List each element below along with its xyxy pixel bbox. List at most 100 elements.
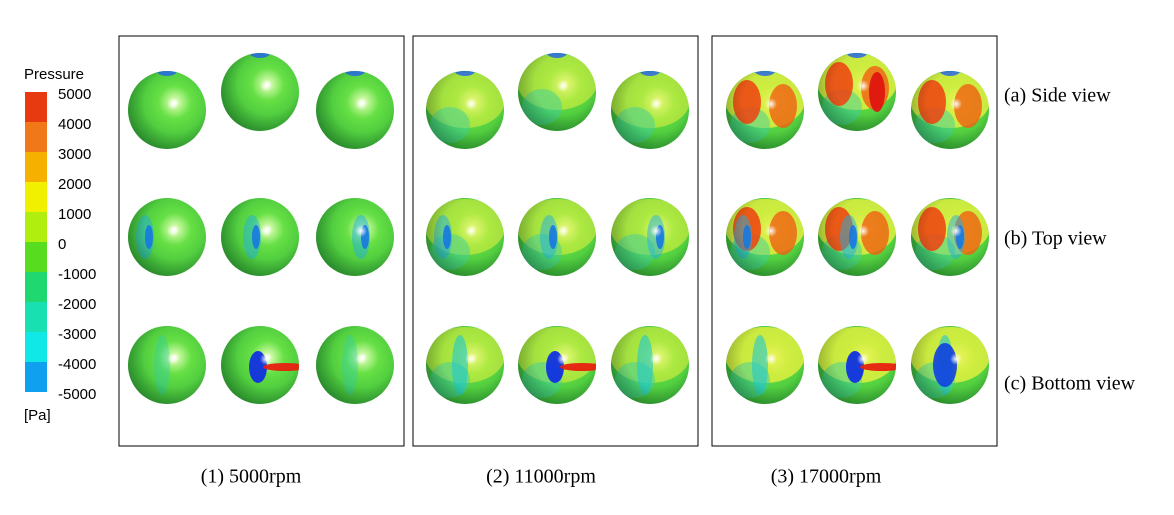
colorbar-tick-label: -2000 — [58, 296, 96, 313]
sphere — [611, 326, 689, 404]
colorbar-title: Pressure — [24, 66, 84, 83]
row-label: (a) Side view — [1004, 85, 1111, 107]
sphere-shade — [221, 326, 299, 404]
sphere-shade — [911, 71, 989, 149]
sphere — [316, 198, 394, 276]
sphere-highlight — [167, 98, 179, 110]
sphere-grid — [128, 53, 989, 404]
sphere — [611, 71, 689, 149]
sphere-highlight — [167, 353, 179, 365]
sphere — [426, 326, 504, 404]
sphere-highlight — [857, 353, 869, 365]
sphere-highlight — [765, 98, 777, 110]
sphere-highlight — [765, 353, 777, 365]
sphere-highlight — [465, 225, 477, 237]
sphere — [518, 53, 596, 131]
sphere-shade — [518, 326, 596, 404]
sphere — [316, 71, 394, 149]
sphere — [221, 326, 299, 404]
sphere — [726, 198, 804, 276]
sphere-shade — [316, 71, 394, 149]
colorbar-tick-label: 4000 — [58, 116, 91, 133]
sphere-shade — [818, 198, 896, 276]
sphere — [611, 198, 689, 276]
colorbar-band — [25, 242, 47, 272]
column-label: (3) 17000rpm — [771, 466, 882, 488]
sphere — [818, 326, 896, 404]
sphere-highlight — [950, 353, 962, 365]
colorbar-tick-label: -4000 — [58, 356, 96, 373]
sphere-highlight — [465, 353, 477, 365]
sphere — [221, 53, 299, 131]
sphere-highlight — [355, 225, 367, 237]
colorbar-tick-label: -5000 — [58, 386, 96, 403]
colorbar-tick-label: 3000 — [58, 146, 91, 163]
sphere-shade — [426, 71, 504, 149]
sphere-shade — [818, 53, 896, 131]
colorbar-band — [25, 152, 47, 182]
sphere-highlight — [650, 353, 662, 365]
sphere-shade — [426, 326, 504, 404]
sphere-shade — [316, 198, 394, 276]
colorbar-tick-label: 1000 — [58, 206, 91, 223]
sphere-shade — [911, 326, 989, 404]
sphere-highlight — [355, 353, 367, 365]
colorbar-band — [25, 362, 47, 392]
sphere-highlight — [857, 80, 869, 92]
row-label: (b) Top view — [1004, 228, 1107, 250]
sphere-shade — [426, 198, 504, 276]
panel-frame — [711, 35, 998, 447]
sphere-highlight — [557, 353, 569, 365]
sphere-highlight — [260, 353, 272, 365]
sphere-highlight — [857, 225, 869, 237]
sphere-shade — [221, 198, 299, 276]
sphere-shade — [221, 53, 299, 131]
sphere-shade — [611, 326, 689, 404]
sphere — [818, 53, 896, 131]
sphere-shade — [726, 326, 804, 404]
sphere-shade — [316, 326, 394, 404]
sphere — [726, 326, 804, 404]
sphere — [911, 326, 989, 404]
colorbar: Pressure [Pa] 5000 4000 3000 2000 1000 0 -1000… — [24, 66, 96, 424]
sphere-highlight — [260, 80, 272, 92]
sphere-highlight — [650, 225, 662, 237]
column-label: (1) 5000rpm — [201, 466, 302, 488]
colorbar-band — [25, 182, 47, 212]
sphere-highlight — [950, 98, 962, 110]
sphere — [911, 71, 989, 149]
sphere-highlight — [167, 225, 179, 237]
sphere-shade — [726, 71, 804, 149]
colorbar-band — [25, 212, 47, 242]
sphere-highlight — [950, 225, 962, 237]
sphere-highlight — [465, 98, 477, 110]
colorbar-band — [25, 332, 47, 362]
sphere — [426, 71, 504, 149]
sphere — [518, 198, 596, 276]
sphere-shade — [726, 198, 804, 276]
sphere — [316, 326, 394, 404]
sphere — [128, 198, 206, 276]
sphere-shade — [818, 326, 896, 404]
sphere-highlight — [765, 225, 777, 237]
sphere — [128, 326, 206, 404]
colorbar-tick-label: -3000 — [58, 326, 96, 343]
sphere — [426, 198, 504, 276]
colorbar-band — [25, 122, 47, 152]
sphere-shade — [128, 71, 206, 149]
sphere — [518, 326, 596, 404]
sphere-shade — [911, 198, 989, 276]
colorbar-tick-label: -1000 — [58, 266, 96, 283]
sphere-shade — [518, 53, 596, 131]
colorbar-band — [25, 92, 47, 122]
panel-frame — [412, 35, 699, 447]
colorbar-unit: [Pa] — [24, 407, 51, 424]
sphere-shade — [611, 71, 689, 149]
sphere-highlight — [260, 225, 272, 237]
panel-frame — [118, 35, 405, 447]
colorbar-band — [25, 272, 47, 302]
column-label: (2) 11000rpm — [486, 466, 596, 488]
sphere — [726, 71, 804, 149]
sphere-highlight — [557, 80, 569, 92]
